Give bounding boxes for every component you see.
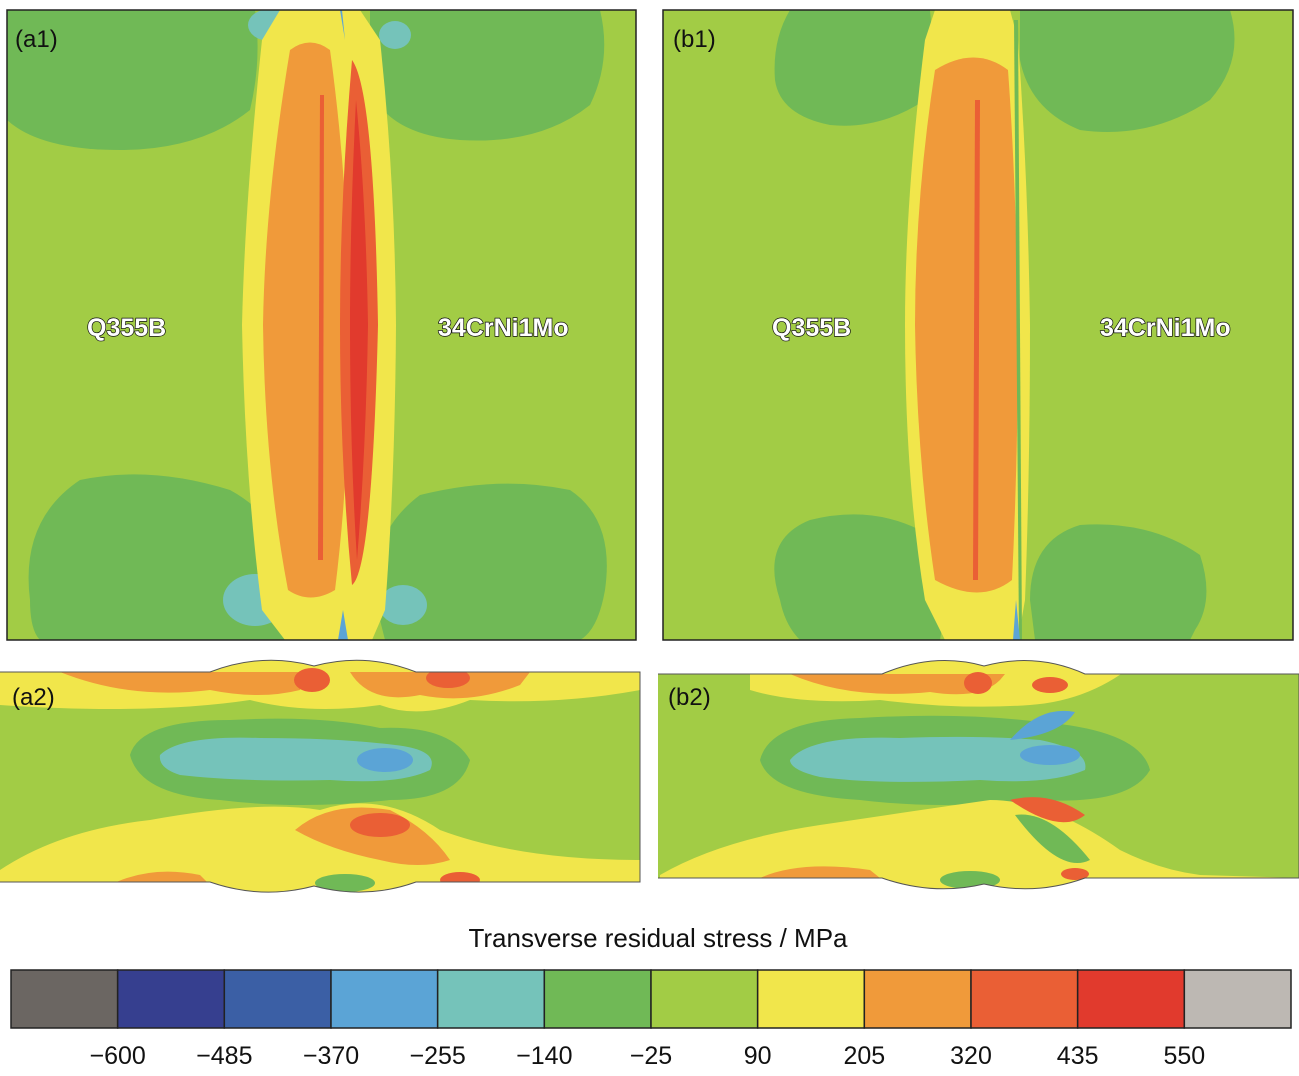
b2-bottom-green <box>1015 814 1090 863</box>
a1-frame <box>6 9 637 641</box>
color-scale-tick-9: 435 <box>1057 1042 1099 1070</box>
b1-panel-label: (b1) <box>673 26 716 53</box>
b2-bottom-red-2 <box>1061 868 1089 880</box>
a1-band-red <box>350 100 368 560</box>
color-scale-ticks: −600 −485 −370 −255 −140 −25 90 205 320 435 550 <box>90 1042 1206 1070</box>
color-scale-tick-8: 320 <box>950 1042 992 1070</box>
color-scale-tick-2: −370 <box>303 1042 359 1070</box>
b1-lobe-bottom-left <box>774 514 945 640</box>
color-scale-segment-5 <box>543 969 652 1029</box>
color-scale-segment-9 <box>970 969 1079 1029</box>
a2-top-red-2 <box>426 668 470 688</box>
b1-boundary-bottom <box>1013 600 1020 640</box>
panel-a2: (a2) <box>0 659 641 893</box>
b1-frame <box>662 9 1294 641</box>
a1-pocket-tr <box>379 21 411 49</box>
color-scale-segment-11 <box>1183 969 1292 1029</box>
color-scale-segment-2 <box>223 969 332 1029</box>
b2-top-red-2 <box>1032 677 1068 693</box>
b2-mid-blue <box>1020 745 1080 765</box>
color-scale-segment-6 <box>650 969 759 1029</box>
b2-panel-label: (b2) <box>668 684 711 711</box>
color-scale-title: Transverse residual stress / MPa <box>468 923 848 953</box>
a1-pocket-br <box>379 585 427 625</box>
color-scale-tick-3: −255 <box>410 1042 466 1070</box>
b2-frame <box>658 660 1299 890</box>
b1-right-material: 34CrNi1Mo <box>1100 314 1231 342</box>
b1-boundary-line <box>1014 20 1022 640</box>
color-scale-tick-4: −140 <box>516 1042 572 1070</box>
panel-b1: (b1) Q355B 34CrNi1Mo <box>662 9 1294 641</box>
b2-bottom-orange <box>760 866 880 878</box>
b1-lobe-bottom-right <box>1030 524 1207 640</box>
b2-top-orange <box>790 674 1005 695</box>
color-scale-tick-7: 205 <box>843 1042 885 1070</box>
b2-mid-blue-2 <box>1010 710 1075 740</box>
a2-panel-label: (a2) <box>12 684 55 711</box>
color-scale-segment-0 <box>10 969 119 1029</box>
a1-boundary-top <box>340 10 345 40</box>
color-scale-tick-5: −25 <box>630 1042 672 1070</box>
a1-right-material: 34CrNi1Mo <box>438 314 569 342</box>
color-scale-segments <box>10 969 1292 1029</box>
color-scale-segment-10 <box>1076 969 1186 1029</box>
color-scale: Transverse residual stress / MPa −600 −48… <box>10 923 1292 1070</box>
a1-center-line <box>318 95 324 560</box>
b1-lobe-top-left <box>774 10 932 126</box>
a2-top-red-1 <box>294 668 330 692</box>
color-scale-tick-6: 90 <box>744 1042 772 1070</box>
b1-lobe-top-right <box>1020 10 1235 132</box>
color-scale-segment-4 <box>436 969 546 1029</box>
a2-mid-blue <box>357 748 413 772</box>
a1-lobe-top-right <box>370 10 605 141</box>
b1-band-orange <box>915 57 1018 593</box>
a1-lobe-top-left <box>7 10 258 150</box>
color-scale-segment-8 <box>863 969 972 1029</box>
a2-mid-cyan <box>159 737 432 782</box>
panel-b2: (b2) <box>658 660 1299 890</box>
color-scale-tick-0: −600 <box>90 1042 146 1070</box>
a2-frame <box>0 659 641 893</box>
color-scale-tick-1: −485 <box>196 1042 252 1070</box>
b1-left-material: Q355B <box>772 314 851 342</box>
color-scale-tick-10: 550 <box>1163 1042 1205 1070</box>
b2-bottom-red <box>1010 797 1085 823</box>
panel-a1: (a1) Q355B 34CrNi1Mo <box>6 9 637 641</box>
color-scale-segment-1 <box>116 969 226 1029</box>
b2-top-red <box>964 672 992 694</box>
a1-boundary-bottom <box>338 610 348 640</box>
color-scale-segment-3 <box>330 969 439 1029</box>
a1-panel-label: (a1) <box>15 26 58 53</box>
b2-mid-cyan <box>790 736 1086 782</box>
b1-center-line <box>973 100 980 580</box>
a2-top-orange-left <box>60 672 310 695</box>
a2-bottom-red <box>350 813 410 837</box>
a1-band-orange <box>263 42 350 598</box>
a2-bottom-green <box>315 874 375 892</box>
a1-left-material: Q355B <box>87 314 166 342</box>
a2-bottom-red-right <box>440 872 480 888</box>
a1-lobe-bottom-right <box>375 483 607 640</box>
color-scale-segment-7 <box>756 969 866 1029</box>
